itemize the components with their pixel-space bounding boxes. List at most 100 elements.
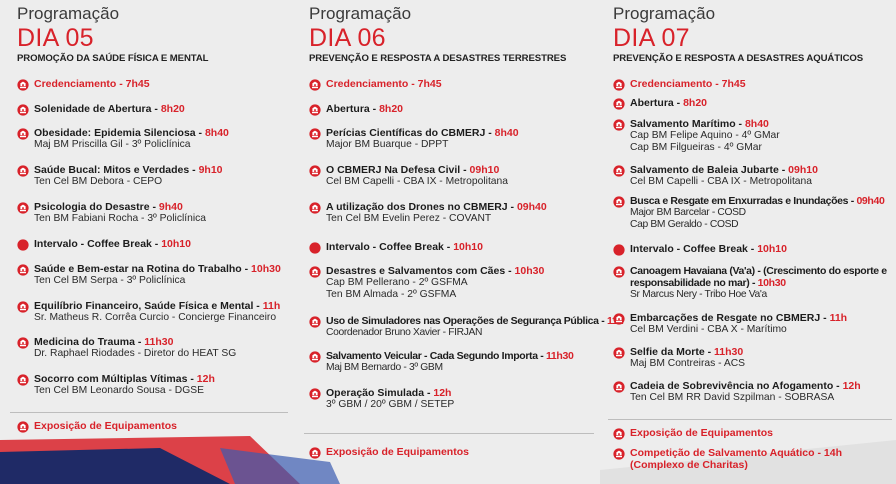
schedule-item-title: Salvamento Veicular - Cada Segundo Impor…	[326, 350, 574, 362]
schedule-item-speaker: Cap BM Pellerano - 2º GSFMA	[326, 277, 468, 288]
schedule-item-label: Obesidade: Epidemia Silenciosa -	[34, 127, 205, 139]
schedule-item: Obesidade: Epidemia Silenciosa - 8h40 Maj…	[17, 127, 229, 151]
schedule-item-label: Credenciamento -	[34, 78, 126, 90]
schedule-item: Abertura - 8h20	[309, 103, 403, 116]
schedule-item-label: Perícias Científicas do CBMERJ -	[326, 127, 495, 139]
schedule-item-title: Desastres e Salvamentos com Cães - 10h30	[326, 265, 544, 277]
fire-station-icon	[17, 104, 29, 116]
schedule-item-title: Abertura - 8h20	[326, 103, 403, 115]
fire-station-icon	[17, 421, 29, 433]
schedule-item-title: Abertura - 8h20	[630, 97, 707, 109]
schedule-item-title: Operação Simulada - 12h	[326, 387, 454, 399]
schedule-item-label: Salvamento de Baleia Jubarte -	[630, 164, 789, 176]
expo-item: Competição de Salvamento Aquático - 14h(…	[613, 447, 842, 471]
fire-station-icon	[17, 264, 29, 276]
coffee-break-dot-icon	[309, 242, 321, 254]
schedule-item-time: 10h30	[251, 263, 281, 275]
fire-station-icon	[309, 202, 321, 214]
fire-station-icon	[613, 428, 625, 440]
schedule-item-time: 10h30	[757, 277, 786, 289]
expo-divider-07	[608, 419, 892, 420]
expo-divider-05	[10, 412, 288, 413]
schedule-item-speaker: Maj BM Priscilla Gil - 3º Policlínica	[34, 139, 191, 150]
schedule-item-title: Intervalo - Coffee Break - 10h10	[630, 243, 787, 255]
schedule-item-title: A utilização dos Drones no CBMERJ - 09h4…	[326, 201, 547, 213]
schedule-item-title: Obesidade: Epidemia Silenciosa - 8h40	[34, 127, 229, 139]
schedule-item-label: Solenidade de Abertura -	[34, 103, 161, 115]
schedule-item-label: Credenciamento -	[326, 78, 418, 90]
expo-item: Exposição de Equipamentos	[309, 446, 469, 459]
schedule-item-speaker: Dr. Raphael Riodades - Diretor do HEAT S…	[34, 348, 237, 359]
schedule-item-speaker: Ten Cel BM Debora - CEPO	[34, 176, 163, 187]
schedule-item-time: 8h20	[683, 97, 708, 109]
schedule-item-time: 11h	[829, 312, 848, 324]
schedule-item: Desastres e Salvamentos com Cães - 10h30…	[309, 265, 544, 301]
fire-station-icon	[17, 337, 29, 349]
schedule-item: Uso de Simuladores nas Operações de Segu…	[309, 315, 624, 339]
fire-station-icon	[309, 165, 321, 177]
schedule-item-title: Busca e Resgate em Enxurradas e Inundaçõ…	[630, 195, 885, 207]
schedule-item-title: Salvamento de Baleia Jubarte - 09h10	[630, 164, 818, 176]
schedule-item-label: Abertura -	[630, 97, 684, 109]
schedule-item-speaker: Cel BM Capelli - CBA IX - Metropolitana	[326, 176, 508, 187]
schedule-item: Psicologia do Desastre - 9h40 Ten BM Fabi…	[17, 201, 206, 225]
schedule-item-time: 10h10	[453, 241, 483, 253]
schedule-item-label: Salvamento Veicular - Cada Segundo Impor…	[326, 350, 546, 362]
expo-item-title: Competição de Salvamento Aquático - 14h	[630, 447, 842, 459]
schedule-item-label: Busca e Resgate em Enxurradas e Inundaçõ…	[630, 195, 857, 207]
schedule-item-time: 11h30	[714, 346, 744, 358]
fire-station-icon	[613, 98, 625, 110]
schedule-item-speaker: Coordenador Bruno Xavier - FIRJAN	[326, 327, 483, 338]
schedule-item: Intervalo - Coffee Break - 10h10	[309, 241, 483, 254]
expo-item: Exposição de Equipamentos	[613, 427, 773, 440]
schedule-item-speaker: Ten BM Fabiani Rocha - 3º Policlínica	[34, 213, 207, 224]
schedule-item-time: 12h	[842, 380, 861, 392]
schedule-item-time: 9h40	[158, 201, 183, 213]
day-title: DIA 06	[309, 24, 386, 52]
schedule-item-time: 7h45	[721, 78, 746, 90]
expo-item-title: Exposição de Equipamentos	[34, 420, 177, 432]
schedule-item: Salvamento Marítimo - 8h40 Cap BM Felipe …	[613, 118, 780, 154]
schedule-item-speaker: Maj BM Bernardo - 3º GBM	[326, 362, 443, 373]
fire-station-icon	[613, 165, 625, 177]
schedule-item-speaker: Ten Cel BM RR David Szpilman - SOBRASA	[630, 392, 835, 403]
day-title: DIA 05	[17, 24, 94, 52]
schedule-item-speaker: Cap BM Filgueiras - 4º GMar	[630, 142, 762, 153]
schedule-item-label: Intervalo - Coffee Break -	[34, 238, 162, 250]
schedule-item-title: Credenciamento - 7h45	[326, 78, 442, 90]
schedule-item-label: Operação Simulada -	[326, 387, 434, 399]
fire-station-icon	[613, 266, 625, 278]
expo-item: Exposição de Equipamentos	[17, 420, 177, 433]
schedule-item-speaker: Maj BM Contreiras - ACS	[630, 358, 746, 369]
fire-station-icon	[613, 347, 625, 359]
day-theme: PREVENÇÃO E RESPOSTA A DESASTRES AQUÁTIC…	[613, 53, 864, 64]
schedule-item-speaker: Cel BM Verdini - CBA X - Marítimo	[630, 324, 787, 335]
schedule-item-speaker: Ten Cel BM Serpa - 3º Policlínica	[34, 275, 186, 286]
schedule-item-title: Solenidade de Abertura - 8h20	[34, 103, 185, 115]
schedule-item-time: 8h20	[379, 103, 404, 115]
schedule-item-time: 9h10	[198, 164, 223, 176]
schedule-item: A utilização dos Drones no CBMERJ - 09h4…	[309, 201, 547, 225]
day-column-06: Programação DIA 06 PREVENÇÃO E RESPOSTA …	[309, 0, 624, 484]
schedule-item-time: 7h45	[125, 78, 150, 90]
schedule-item-time: 10h10	[757, 243, 787, 255]
schedule-item-label: Saúde Bucal: Mitos e Verdades -	[34, 164, 199, 176]
schedule-item-time: 7h45	[417, 78, 442, 90]
schedule-item: Credenciamento - 7h45	[309, 78, 442, 91]
schedule-item-speaker: Sr Marcus Nery - Tribo Hoe Va'a	[630, 289, 767, 300]
fire-station-icon	[613, 313, 625, 325]
schedule-item-title-line1: Canoagem Havaiana (Va'a) - (Crescimento …	[630, 265, 887, 277]
schedule-item-title: Psicologia do Desastre - 9h40	[34, 201, 206, 213]
schedule-item-title-line2: responsabilidade no mar) -	[630, 277, 758, 289]
schedule-item-title: Intervalo - Coffee Break - 10h10	[34, 238, 191, 250]
schedule-item-label: O CBMERJ Na Defesa Civil -	[326, 164, 470, 176]
schedule-item: Salvamento Veicular - Cada Segundo Impor…	[309, 350, 574, 374]
day-column-07: Programação DIA 07 PREVENÇÃO E RESPOSTA …	[613, 0, 896, 484]
schedule-item-speaker: Cap BM Geraldo - COSD	[630, 219, 739, 230]
fire-station-icon	[17, 374, 29, 386]
schedule-item-title: Credenciamento - 7h45	[630, 78, 746, 90]
fire-station-icon	[309, 104, 321, 116]
schedule-item-time: 11h30	[545, 350, 574, 362]
schedule-item: Perícias Científicas do CBMERJ - 8h40 Maj…	[309, 127, 519, 151]
schedule-item-speaker: Ten Cel BM Leonardo Sousa - DGSE	[34, 385, 204, 396]
